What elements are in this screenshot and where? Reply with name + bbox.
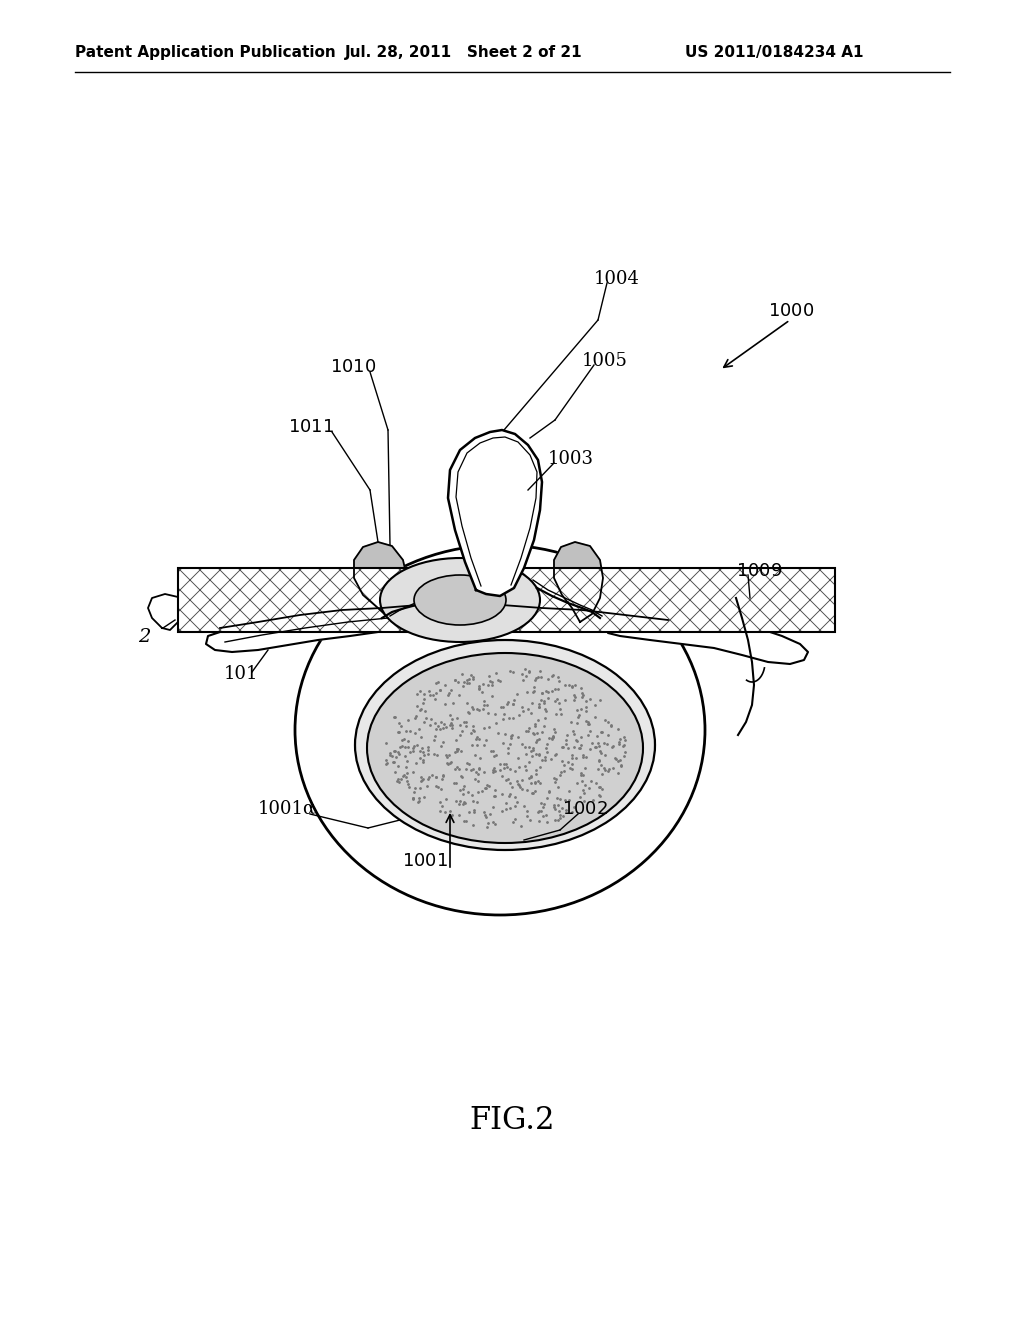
Text: $\mathit{1000}$: $\mathit{1000}$ <box>768 302 814 319</box>
Text: FIG.2: FIG.2 <box>469 1105 555 1137</box>
Ellipse shape <box>367 653 643 843</box>
Text: $\mathit{1010}$: $\mathit{1010}$ <box>330 358 377 376</box>
Text: $\mathit{1011}$: $\mathit{1011}$ <box>288 418 334 436</box>
Text: Jul. 28, 2011   Sheet 2 of 21: Jul. 28, 2011 Sheet 2 of 21 <box>345 45 583 59</box>
Text: 1001α: 1001α <box>258 800 316 818</box>
Ellipse shape <box>414 576 506 624</box>
Bar <box>178 568 835 632</box>
Ellipse shape <box>380 558 540 642</box>
Text: 1004: 1004 <box>594 271 640 288</box>
Ellipse shape <box>355 640 655 850</box>
Text: 1003: 1003 <box>548 450 594 469</box>
Text: $\mathit{1001}$: $\mathit{1001}$ <box>402 851 449 870</box>
Text: 1005: 1005 <box>582 352 628 370</box>
Polygon shape <box>608 620 808 664</box>
Polygon shape <box>354 543 407 622</box>
Ellipse shape <box>295 545 705 915</box>
Text: Patent Application Publication: Patent Application Publication <box>75 45 336 59</box>
Text: $\mathit{1002}$: $\mathit{1002}$ <box>562 800 608 818</box>
Text: 101: 101 <box>224 665 258 682</box>
Text: $\mathit{1009}$: $\mathit{1009}$ <box>736 562 782 579</box>
Text: 2: 2 <box>138 628 151 645</box>
Polygon shape <box>554 543 603 622</box>
Polygon shape <box>206 616 395 652</box>
Text: US 2011/0184234 A1: US 2011/0184234 A1 <box>685 45 863 59</box>
Polygon shape <box>449 430 542 597</box>
Polygon shape <box>148 594 184 630</box>
